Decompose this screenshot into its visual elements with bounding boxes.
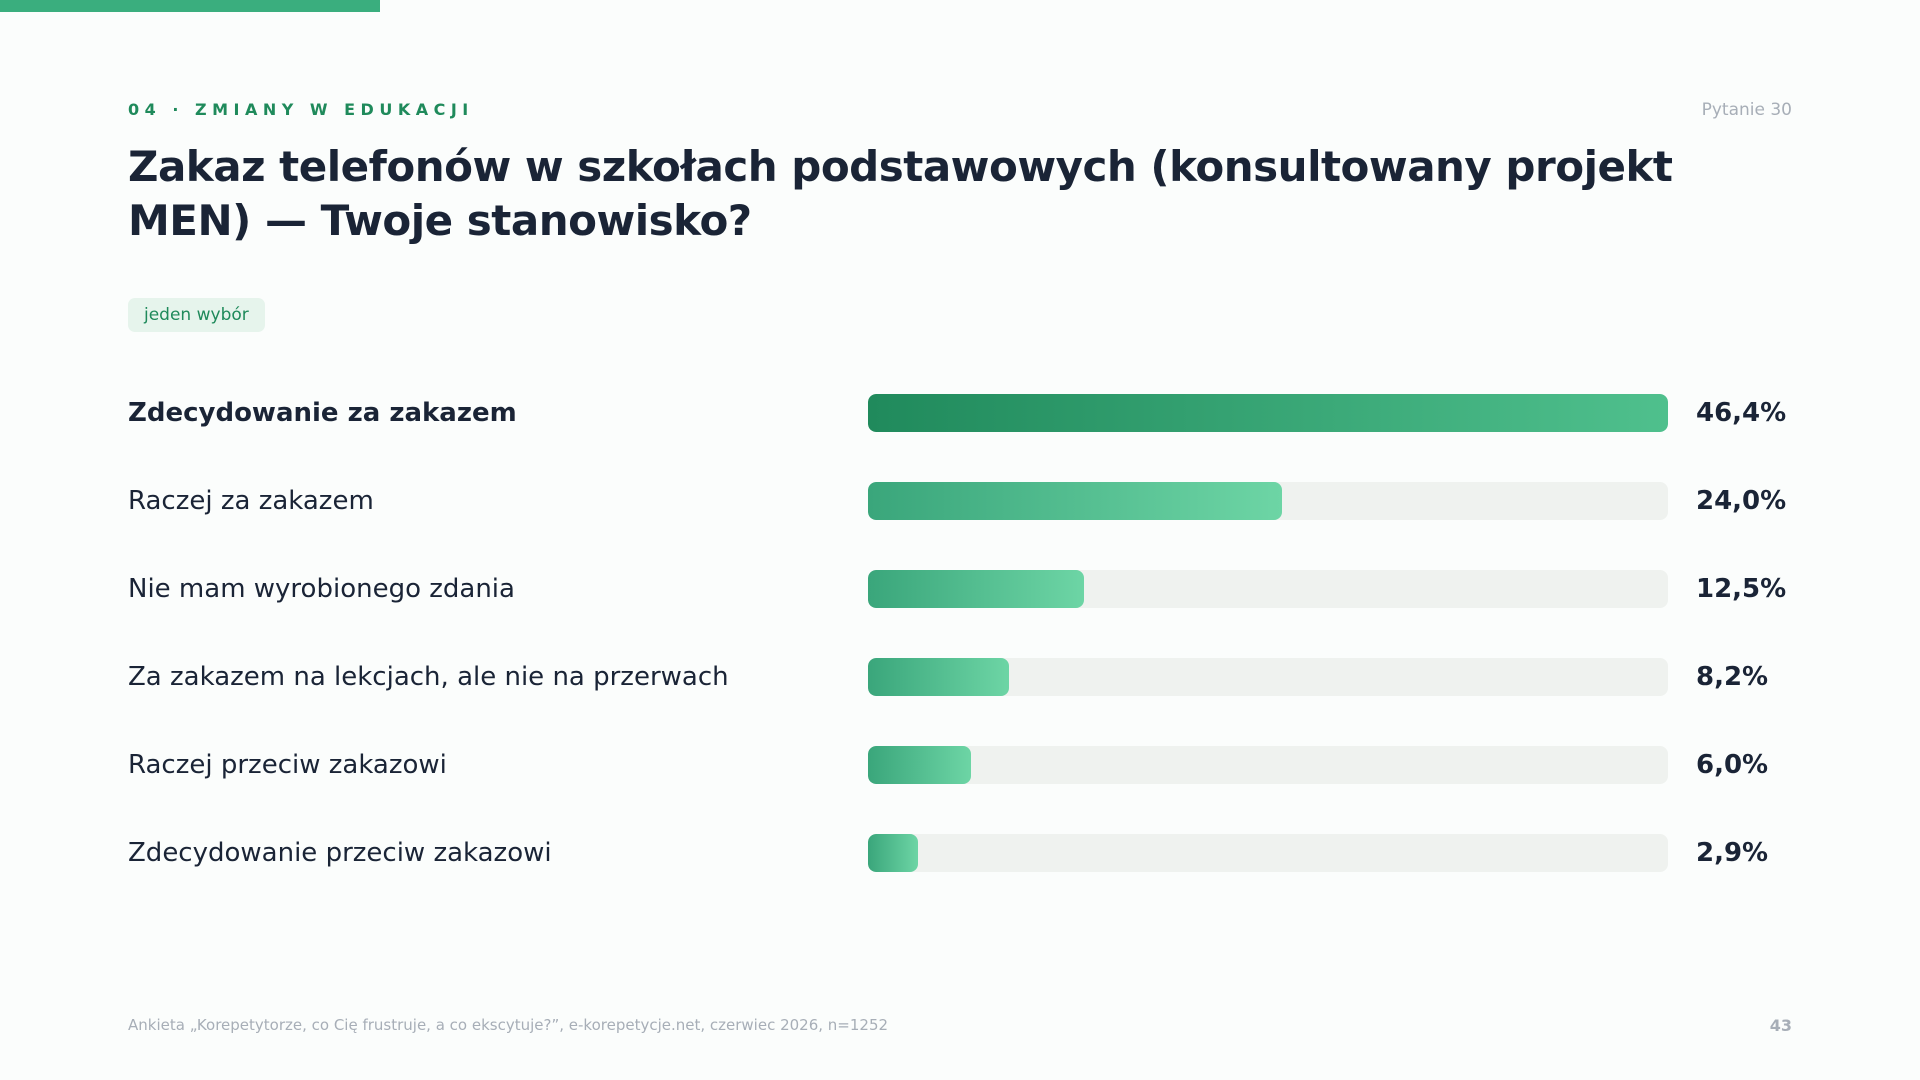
value-label: 6,0% xyxy=(1696,750,1769,780)
bar-row: Za zakazem na lekcjach, ale nie na przer… xyxy=(0,657,1920,697)
bar-row: Nie mam wyrobionego zdania 12,5% xyxy=(0,569,1920,609)
bar-track xyxy=(868,570,1668,608)
value-label: 46,4% xyxy=(1696,398,1787,428)
bar-track xyxy=(868,482,1668,520)
bar xyxy=(868,746,972,784)
source-footnote: Ankieta „Korepetytorze, co Cię frustruje… xyxy=(128,1016,889,1034)
bar-track xyxy=(868,746,1668,784)
value-label: 2,9% xyxy=(1696,838,1769,868)
bar xyxy=(868,658,1010,696)
category-label: Zdecydowanie za zakazem xyxy=(128,398,517,428)
value-label: 8,2% xyxy=(1696,662,1769,692)
bar-row: Zdecydowanie za zakazem 46,4% xyxy=(0,393,1920,433)
category-label: Raczej przeciw zakazowi xyxy=(128,750,447,780)
bar xyxy=(868,570,1084,608)
category-label: Nie mam wyrobionego zdania xyxy=(128,574,515,604)
chart-title: Zakaz telefonów w szkołach podstawowych … xyxy=(128,142,1673,245)
category-label: Zdecydowanie przeciw zakazowi xyxy=(128,838,552,868)
section-label: 04 · ZMIANY W EDUKACJI xyxy=(128,100,474,119)
bar xyxy=(868,834,918,872)
category-label: Za zakazem na lekcjach, ale nie na przer… xyxy=(128,662,729,692)
bar xyxy=(868,394,1668,432)
bar-track xyxy=(868,834,1668,872)
bar-row: Raczej za zakazem 24,0% xyxy=(0,481,1920,521)
category-label: Raczej za zakazem xyxy=(128,486,374,516)
page-number: 43 xyxy=(1769,1016,1792,1035)
value-label: 12,5% xyxy=(1696,574,1787,604)
bar-row: Raczej przeciw zakazowi 6,0% xyxy=(0,745,1920,785)
value-label: 24,0% xyxy=(1696,486,1787,516)
accent-bar xyxy=(0,0,380,12)
question-number: Pytanie 30 xyxy=(1701,100,1792,120)
bar-track xyxy=(868,394,1668,432)
bar-row: Zdecydowanie przeciw zakazowi 2,9% xyxy=(0,833,1920,873)
bar-track xyxy=(868,658,1668,696)
single-choice-badge: jeden wybór xyxy=(128,298,265,332)
bar xyxy=(868,482,1282,520)
